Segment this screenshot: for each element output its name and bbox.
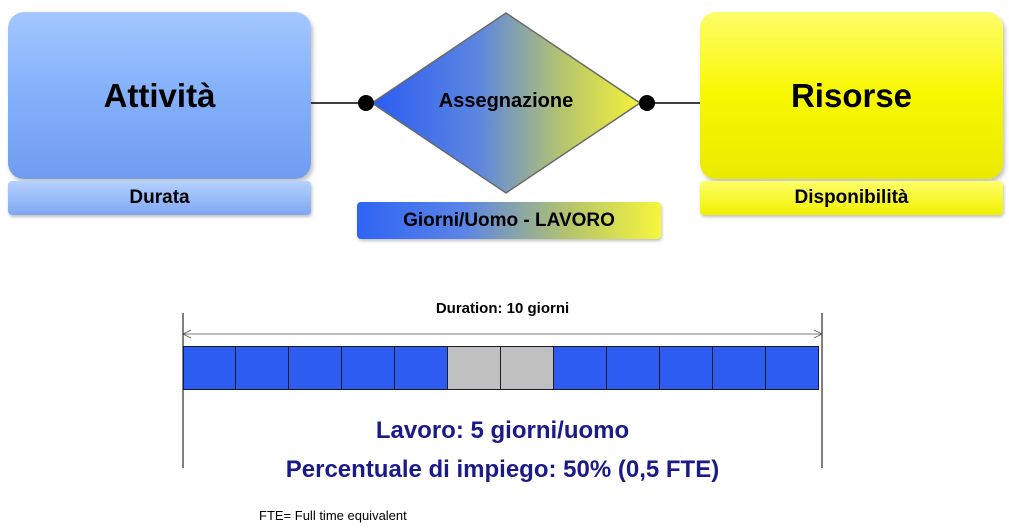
day-cell-work — [183, 346, 236, 390]
entity-attivita-title: Attività — [103, 76, 216, 114]
duration-label: Duration: 10 giorni — [435, 300, 570, 317]
connector-dot-right — [639, 95, 655, 111]
duration-arrowhead-left — [182, 329, 192, 339]
day-cell-work — [713, 346, 766, 390]
day-cell-work — [660, 346, 713, 390]
day-cell-work — [766, 346, 819, 390]
attribute-giorni-uomo-label: Giorni/Uomo - LAVORO — [403, 209, 615, 231]
day-cell-off — [448, 346, 501, 390]
attribute-durata: Durata — [8, 181, 311, 215]
relationship-diamond — [370, 12, 642, 194]
duration-arrowhead-right — [813, 329, 823, 339]
attribute-giorni-uomo: Giorni/Uomo - LAVORO — [357, 202, 661, 239]
day-cell-work — [554, 346, 607, 390]
entity-risorse-title: Risorse — [790, 76, 913, 114]
day-cell-work — [395, 346, 448, 390]
attribute-disponibilita: Disponibilità — [700, 181, 1003, 215]
work-label: Lavoro: 5 giorni/uomo — [375, 417, 630, 444]
relationship-title: Assegnazione — [438, 90, 574, 112]
day-cell-work — [342, 346, 395, 390]
fte-footnote: FTE= Full time equivalent — [259, 508, 407, 523]
attribute-durata-label: Durata — [129, 187, 190, 208]
day-cell-work — [607, 346, 660, 390]
day-cell-off — [501, 346, 554, 390]
day-cells-bar — [183, 346, 819, 390]
entity-attivita: Attività — [8, 12, 311, 179]
percent-label: Percentuale di impiego: 50% (0,5 FTE) — [285, 456, 720, 483]
day-cell-work — [289, 346, 342, 390]
attribute-disponibilita-label: Disponibilità — [794, 187, 909, 208]
entity-risorse: Risorse — [700, 12, 1003, 179]
day-cell-work — [236, 346, 289, 390]
connector-dot-left — [358, 95, 374, 111]
